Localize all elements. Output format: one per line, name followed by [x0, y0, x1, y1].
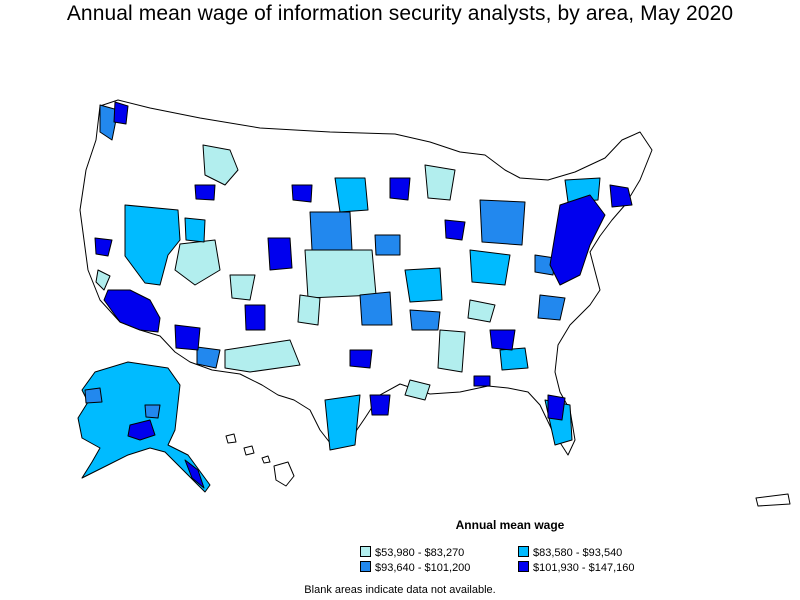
tier-4-areas: [94, 101, 633, 421]
legend-item: $53,980 - $83,270: [360, 546, 464, 559]
legend-swatch: [360, 561, 371, 572]
tier-1-areas: [95, 144, 496, 401]
legend-label: $93,640 - $101,200: [375, 562, 471, 574]
legend-label: $83,580 - $93,540: [533, 547, 623, 559]
alaska-mid-area: [144, 404, 161, 419]
legend-swatch: [360, 546, 371, 557]
legend-item: $93,640 - $101,200: [360, 561, 470, 574]
legend-label: $53,980 - $83,270: [375, 547, 465, 559]
legend-swatch: [518, 546, 529, 557]
footnote: Blank areas indicate data not available.: [304, 584, 496, 596]
tier-3-areas: [99, 104, 566, 369]
alaska-mid-area: [84, 387, 103, 404]
hawaii: [225, 433, 295, 487]
legend-title: Annual mean wage: [455, 518, 565, 532]
legend-item: $101,930 - $147,160: [518, 561, 635, 574]
map-title: Annual mean wage of information security…: [66, 2, 734, 25]
legend-swatch: [518, 561, 529, 572]
alaska-high-wage-area: [184, 459, 205, 489]
legend-label: $101,930 - $147,160: [533, 562, 635, 574]
puerto-rico: [755, 493, 791, 507]
alaska-high-wage-area: [127, 419, 156, 441]
legend-item: $83,580 - $93,540: [518, 546, 622, 559]
